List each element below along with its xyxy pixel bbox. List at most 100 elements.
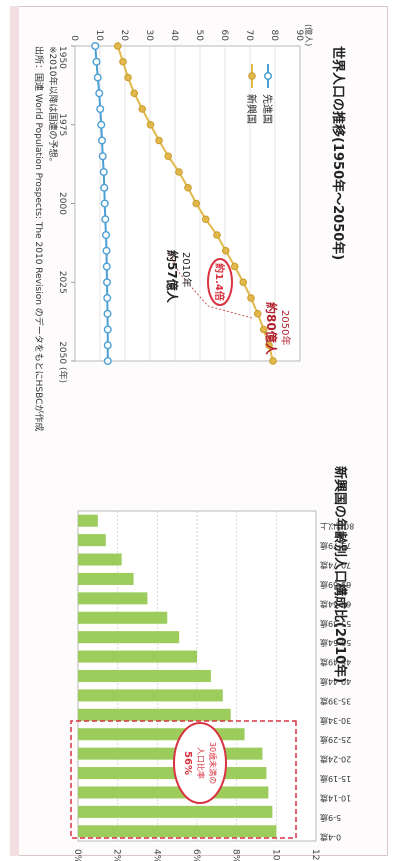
age-category-label: 20-24歳: [320, 755, 351, 765]
age-value-tick-label: 12%: [310, 849, 320, 861]
footnote-source: 出所：国連 World Population Prospects: The 20…: [33, 46, 45, 431]
population-y-tick-label: 10: [94, 30, 104, 42]
legend-emerging-marker: [248, 72, 256, 80]
population-x-tick-label: 1950: [57, 46, 67, 69]
data-point-emerging: [269, 357, 277, 365]
age-value-tick-label: 2%: [112, 849, 122, 861]
data-point-developed: [103, 341, 112, 350]
population-chart: 世界人口の推移(1950年〜2050年) (億人) 0 10 20 30 40 50 60 7…: [57, 24, 346, 383]
data-point-emerging: [175, 168, 183, 176]
age-value-tick-label: 4%: [151, 849, 161, 861]
age-category-label: 30-34歳: [320, 716, 351, 726]
age-category-label: 40-44歳: [320, 677, 351, 687]
data-point-emerging: [265, 341, 273, 350]
data-point-developed: [91, 42, 100, 51]
age-value-tick-label: 0%: [72, 849, 82, 861]
data-point-developed: [103, 325, 112, 334]
age-category-label: 5-9歳: [320, 813, 341, 823]
data-point-developed: [97, 136, 106, 145]
data-point-developed: [102, 278, 111, 287]
under-30-badge: 30歳未満の 人口比率 56%: [173, 722, 227, 804]
under-30-highlight-box: [70, 720, 297, 839]
age-value-tick-label: 10%: [270, 849, 280, 861]
age-bar: [78, 669, 211, 683]
population-annotations: 2050年 約80億人 2010年 約57億人 約1.4倍: [165, 250, 292, 356]
data-point-emerging: [213, 231, 221, 239]
age-bar: [78, 650, 197, 663]
population-x-tick-label: 2025: [57, 271, 67, 294]
age-bar: [78, 747, 263, 760]
age-category-label: 55-59歳: [320, 619, 351, 629]
population-y-tick-label: 0: [69, 35, 79, 41]
age-bar: [78, 786, 269, 799]
annotation-ratio-badge: [207, 258, 233, 306]
age-bar: [78, 689, 223, 702]
data-point-developed: [103, 357, 112, 366]
data-point-developed: [99, 167, 108, 176]
age-bar: [77, 767, 267, 780]
data-point-emerging: [247, 294, 255, 302]
data-point-developed: [97, 120, 106, 129]
age-value-ticks: 0% 2% 4% 6% 8% 10% 12%: [72, 849, 320, 861]
rotated-figure: 世界人口の推移(1950年〜2050年) (億人) 0 10 20 30 40 50 60 7…: [33, 24, 354, 861]
age-value-tick-label: 6%: [191, 849, 201, 861]
age-bar: [78, 592, 148, 605]
legend-item-emerging: 新興国: [245, 64, 258, 124]
under-30-badge-ellipse: [173, 722, 227, 804]
population-x-tick-label: 2050 (年): [57, 341, 69, 383]
population-y-tick-label: 80: [269, 30, 279, 42]
age-category-label: 80歳以上: [320, 522, 354, 532]
under-30-badge-line1: 30歳未満の: [208, 742, 218, 784]
annotation-2010-year: 2010年: [180, 252, 193, 287]
population-y-ticks: 0 10 20 30 40 50 60 70 80 90: [69, 30, 304, 42]
data-point-emerging: [119, 57, 127, 66]
left-accent-strip: [10, 6, 19, 856]
data-point-emerging: [259, 325, 268, 334]
age-category-label: 50-54歳: [320, 638, 351, 648]
population-y-tick-label: 40: [169, 30, 179, 42]
age-category-labels: 80歳以上 75-79歳 70-74歳 65-69歳 60-64歳 55-59歳 50-54…: [320, 522, 354, 843]
age-category-label: 0-4歳: [320, 832, 341, 842]
age-category-label: 75-79歳: [320, 541, 351, 551]
annotation-connector: [167, 250, 253, 319]
annotation-2010-value: 約57億人: [165, 250, 180, 304]
data-point-emerging: [164, 152, 173, 161]
annotation-2050-value: 約80億人: [264, 302, 279, 356]
data-point-emerging: [138, 105, 147, 113]
age-bar: [78, 572, 134, 585]
data-point-emerging: [130, 89, 139, 98]
data-point-developed: [100, 199, 109, 208]
under-30-badge-line2: 人口比率: [196, 747, 206, 779]
age-bar: [77, 534, 106, 547]
legend-emerging-label: 新興国: [245, 94, 258, 124]
age-chart: 新興国の年齢別人口構成比(2010年) 0% 2% 4% 6% 8% 10% 12% 80歳…: [70, 466, 354, 861]
population-y-tick-label: 20: [119, 30, 129, 42]
data-point-emerging: [253, 309, 262, 318]
data-point-developed: [93, 73, 102, 82]
data-point-emerging: [113, 42, 122, 50]
age-value-tick-label: 8%: [231, 849, 241, 861]
data-point-developed: [100, 183, 109, 192]
age-bar: [78, 708, 231, 721]
legend-developed-marker: [263, 71, 273, 81]
data-point-emerging: [124, 73, 132, 82]
age-bar: [78, 825, 277, 838]
data-point-emerging: [239, 278, 248, 287]
population-y-tick-label: 60: [219, 30, 229, 42]
age-chart-title: 新興国の年齢別人口構成比(2010年): [332, 466, 348, 683]
data-point-developed: [101, 215, 110, 224]
legend-developed-label: 先進国: [261, 94, 273, 124]
population-y-tick-label: 90: [294, 30, 304, 42]
data-point-developed: [98, 152, 107, 161]
age-category-label: 45-49歳: [320, 658, 351, 668]
population-x-tick-label: 2000: [57, 192, 67, 215]
age-category-label: 60-64歳: [320, 599, 351, 609]
age-bar: [78, 514, 98, 527]
data-point-emerging: [221, 246, 230, 255]
population-y-unit: (億人): [304, 24, 314, 46]
annotation-ratio-text: 約1.4倍: [213, 263, 226, 301]
population-legend: 先進国 新興国: [245, 64, 273, 124]
age-category-label: 70-74歳: [320, 561, 351, 571]
data-point-developed: [92, 57, 101, 66]
